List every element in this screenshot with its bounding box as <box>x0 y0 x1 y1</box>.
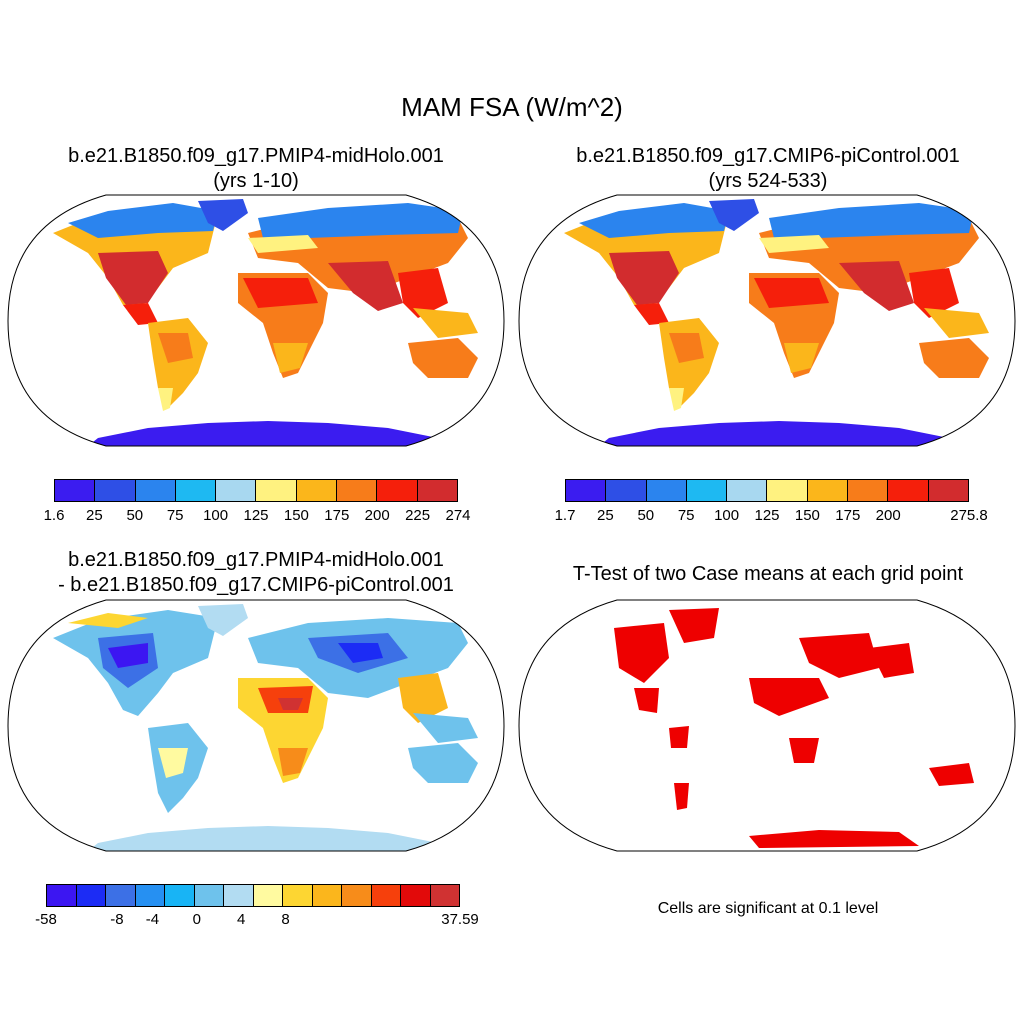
colorbar-picontrol-swatch <box>888 480 929 501</box>
colorbar-picontrol-tick-label: 200 <box>875 507 901 524</box>
significant-cell-region <box>749 678 829 716</box>
colorbar-midholo-swatch <box>175 480 217 501</box>
colorbar-picontrol-tick-label: 125 <box>754 507 780 524</box>
colorbar-difference-swatch <box>253 885 283 906</box>
colorbar-difference-swatch <box>371 885 401 906</box>
significant-cell-region <box>614 623 669 683</box>
map-difference <box>7 599 505 852</box>
colorbar-picontrol-tick-label: 1.7 <box>554 507 576 524</box>
colorbar-difference-swatch <box>283 885 313 906</box>
colorbar-midholo-swatch <box>216 480 257 501</box>
colorbar-midholo-swatch <box>256 480 297 501</box>
colorbar-midholo-tick-label: 100 <box>203 507 229 524</box>
colorbar-midholo-tick-label: 125 <box>243 507 269 524</box>
panel-midholo-title-line2: (yrs 1-10) <box>213 170 299 192</box>
colorbar-picontrol <box>565 479 969 502</box>
significant-cell-region <box>669 608 719 643</box>
significant-cell-region <box>634 688 659 713</box>
colorbar-difference-swatch <box>135 885 165 906</box>
colorbar-picontrol-tick-label: 275.8 <box>950 507 988 524</box>
colorbar-midholo <box>54 479 458 502</box>
ttest-significance-note: Cells are significant at 0.1 level <box>657 900 879 917</box>
significant-cell-region <box>749 830 919 848</box>
colorbar-difference-swatch <box>106 885 136 906</box>
colorbar-picontrol-ticks: 1.7 25 50 75 100 125 150 175 200 275.8 <box>555 507 988 527</box>
map-midholo <box>7 194 505 447</box>
map-picontrol <box>518 194 1016 447</box>
colorbar-difference-swatch <box>194 885 224 906</box>
colorbar-midholo-swatch <box>337 480 378 501</box>
colorbar-difference <box>46 884 460 907</box>
colorbar-midholo-tick-label: 50 <box>126 507 144 524</box>
panel-difference-title-line1: b.e21.B1850.f09_g17.PMIP4-midHolo.001 <box>68 549 444 571</box>
colorbar-picontrol-tick-label: 25 <box>597 507 614 524</box>
colorbar-difference-swatch <box>342 885 372 906</box>
colorbar-difference-tick-label: 0 <box>192 911 201 928</box>
colorbar-picontrol-swatch <box>807 480 849 501</box>
map-ttest <box>518 599 1016 852</box>
figure-title: MAM FSA (W/m^2) <box>401 92 623 122</box>
colorbar-difference-ticks: -58 -8 -4 0 4 8 37.59 <box>35 911 479 931</box>
colorbar-midholo-ticks: 1.6 25 50 75 100 125 150 175 200 225 274 <box>44 507 471 527</box>
colorbar-midholo-swatch <box>377 480 418 501</box>
significant-cell-region <box>799 633 879 678</box>
panel-ttest-title: T-Test of two Case means at each grid po… <box>572 563 964 585</box>
colorbar-difference-tick-label: -8 <box>110 911 124 928</box>
colorbar-midholo-tick-label: 175 <box>324 507 350 524</box>
colorbar-difference-swatch <box>165 885 195 906</box>
colorbar-picontrol-swatch <box>606 480 647 501</box>
significant-cell-region <box>929 763 974 786</box>
colorbar-picontrol-tick-label: 50 <box>637 507 655 524</box>
colorbar-picontrol-swatch <box>767 480 808 501</box>
colorbar-difference-swatch <box>76 885 106 906</box>
colorbar-difference-tick-label: -4 <box>145 911 160 928</box>
panel-difference-title-line2: - b.e21.B1850.f09_g17.CMIP6-piControl.00… <box>58 574 454 596</box>
colorbar-picontrol-swatch <box>686 480 728 501</box>
colorbar-picontrol-tick-label: 100 <box>714 507 740 524</box>
significant-cell-region <box>869 643 914 678</box>
colorbar-midholo-tick-label: 200 <box>364 507 390 524</box>
colorbar-picontrol-swatch <box>928 480 968 501</box>
colorbar-picontrol-swatch <box>646 480 687 501</box>
colorbar-picontrol-swatch <box>727 480 768 501</box>
colorbar-picontrol-tick-label: 75 <box>677 507 695 524</box>
colorbar-difference-swatch <box>401 885 431 906</box>
significant-cell-region <box>674 783 689 810</box>
colorbar-difference-swatch <box>430 885 459 906</box>
colorbar-difference-tick-label: 8 <box>281 911 290 928</box>
colorbar-picontrol-swatch <box>566 480 607 501</box>
colorbar-midholo-tick-label: 75 <box>166 507 184 524</box>
colorbar-difference-tick-label: 37.59 <box>441 911 479 928</box>
colorbar-difference-swatch <box>47 885 77 906</box>
colorbar-midholo-tick-label: 1.6 <box>43 507 65 524</box>
panel-picontrol-title-line1: b.e21.B1850.f09_g17.CMIP6-piControl.001 <box>576 145 960 167</box>
colorbar-midholo-tick-label: 25 <box>86 507 103 524</box>
colorbar-midholo-tick-label: 150 <box>283 507 309 524</box>
panel-midholo-title-line1: b.e21.B1850.f09_g17.PMIP4-midHolo.001 <box>68 145 444 167</box>
colorbar-difference-swatch <box>224 885 254 906</box>
colorbar-midholo-swatch <box>417 480 457 501</box>
colorbar-difference-tick-label: 4 <box>236 911 246 928</box>
colorbar-picontrol-tick-label: 175 <box>835 507 861 524</box>
colorbar-midholo-swatch <box>135 480 176 501</box>
panel-picontrol-title-line2: (yrs 524-533) <box>708 170 828 192</box>
colorbar-midholo-swatch <box>95 480 136 501</box>
significant-cell-region <box>789 738 819 763</box>
significant-cell-region <box>669 726 689 748</box>
colorbar-midholo-tick-label: 225 <box>405 507 431 524</box>
colorbar-difference-tick-label: -58 <box>35 911 57 928</box>
colorbar-picontrol-swatch <box>848 480 889 501</box>
colorbar-midholo-tick-label: 274 <box>445 507 471 524</box>
colorbar-difference-swatch <box>312 885 342 906</box>
colorbar-midholo-swatch <box>55 480 96 501</box>
colorbar-picontrol-tick-label: 150 <box>794 507 820 524</box>
colorbar-midholo-swatch <box>296 480 338 501</box>
